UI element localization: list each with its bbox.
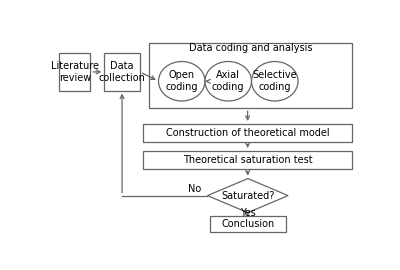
Text: Axial
coding: Axial coding: [212, 70, 244, 92]
Bar: [143, 151, 352, 168]
Text: Theoretical saturation test: Theoretical saturation test: [183, 155, 312, 165]
Text: Saturated?: Saturated?: [221, 191, 274, 201]
Text: Selective
coding: Selective coding: [252, 70, 297, 92]
Bar: [210, 216, 286, 232]
Ellipse shape: [205, 62, 252, 101]
Bar: [143, 124, 352, 141]
Text: Construction of theoretical model: Construction of theoretical model: [166, 128, 330, 138]
Text: No: No: [188, 184, 201, 194]
Text: Data coding and analysis: Data coding and analysis: [189, 43, 312, 53]
Polygon shape: [208, 178, 288, 213]
Text: Literature
review: Literature review: [51, 61, 99, 83]
Bar: [104, 53, 140, 91]
Text: Yes: Yes: [240, 208, 256, 218]
Ellipse shape: [252, 62, 298, 101]
Bar: [59, 53, 90, 91]
Text: Conclusion: Conclusion: [221, 219, 274, 229]
Bar: [149, 43, 352, 108]
Text: Data
collection: Data collection: [99, 61, 146, 83]
Ellipse shape: [158, 62, 205, 101]
Text: Open
coding: Open coding: [166, 70, 198, 92]
